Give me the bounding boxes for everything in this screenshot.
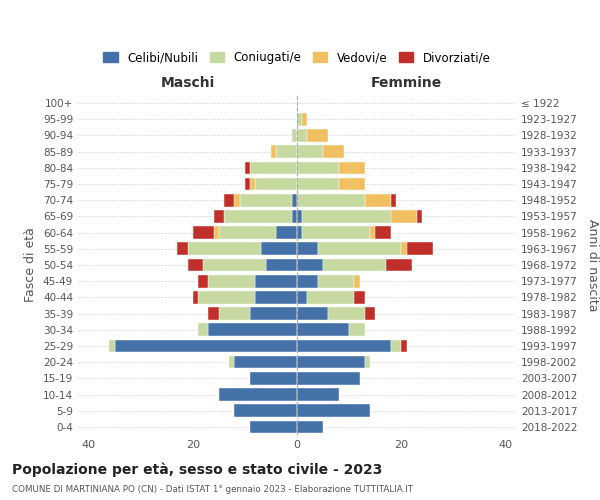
Bar xyxy=(271,146,276,158)
Bar xyxy=(323,146,344,158)
Y-axis label: Fasce di età: Fasce di età xyxy=(25,228,37,302)
Bar xyxy=(297,356,365,368)
Bar xyxy=(297,372,359,384)
Bar xyxy=(208,308,219,320)
Bar xyxy=(297,226,302,239)
Bar xyxy=(219,226,276,239)
Bar xyxy=(391,340,401,352)
Bar xyxy=(407,242,433,255)
Bar xyxy=(193,226,214,239)
Bar xyxy=(297,242,318,255)
Bar xyxy=(177,242,187,255)
Bar xyxy=(235,404,297,417)
Bar xyxy=(297,291,307,304)
Text: COMUNE DI MARTINIANA PO (CN) - Dati ISTAT 1° gennaio 2023 - Elaborazione TUTTITA: COMUNE DI MARTINIANA PO (CN) - Dati ISTA… xyxy=(12,485,413,494)
Bar xyxy=(235,194,239,206)
Bar xyxy=(224,210,292,222)
Bar xyxy=(245,162,250,174)
Bar xyxy=(339,162,365,174)
Bar xyxy=(245,178,250,190)
Bar xyxy=(297,113,302,126)
Bar xyxy=(401,242,407,255)
Bar xyxy=(318,275,355,287)
Bar xyxy=(297,194,365,206)
Bar xyxy=(266,258,297,272)
Bar xyxy=(307,129,328,142)
Bar xyxy=(198,275,208,287)
Bar xyxy=(255,291,297,304)
Bar xyxy=(235,356,297,368)
Bar xyxy=(255,178,297,190)
Bar xyxy=(250,372,297,384)
Y-axis label: Anni di nascita: Anni di nascita xyxy=(586,219,599,311)
Bar xyxy=(250,308,297,320)
Text: Popolazione per età, sesso e stato civile - 2023: Popolazione per età, sesso e stato civil… xyxy=(12,462,382,477)
Bar xyxy=(239,194,292,206)
Bar xyxy=(292,194,297,206)
Bar xyxy=(323,258,386,272)
Bar xyxy=(297,210,302,222)
Bar xyxy=(297,388,339,401)
Bar xyxy=(297,275,318,287)
Bar xyxy=(203,258,266,272)
Bar xyxy=(302,113,307,126)
Bar xyxy=(224,194,235,206)
Bar xyxy=(115,340,297,352)
Bar xyxy=(417,210,422,222)
Bar xyxy=(276,226,297,239)
Bar xyxy=(370,226,375,239)
Bar xyxy=(365,308,375,320)
Bar xyxy=(297,404,370,417)
Bar xyxy=(318,242,401,255)
Bar xyxy=(193,291,198,304)
Bar xyxy=(187,258,203,272)
Bar xyxy=(260,242,297,255)
Bar xyxy=(250,420,297,433)
Bar xyxy=(109,340,115,352)
Bar xyxy=(297,308,328,320)
Bar xyxy=(255,275,297,287)
Bar xyxy=(250,178,255,190)
Bar xyxy=(297,146,323,158)
Bar xyxy=(292,210,297,222)
Bar xyxy=(208,324,297,336)
Bar xyxy=(386,258,412,272)
Bar xyxy=(302,210,391,222)
Bar xyxy=(328,308,365,320)
Bar xyxy=(297,162,339,174)
Bar xyxy=(219,308,250,320)
Bar xyxy=(297,340,391,352)
Bar xyxy=(339,178,365,190)
Bar xyxy=(297,129,307,142)
Bar xyxy=(297,258,323,272)
Bar xyxy=(276,146,297,158)
Text: Femmine: Femmine xyxy=(371,76,442,90)
Bar xyxy=(292,129,297,142)
Bar xyxy=(355,275,359,287)
Bar xyxy=(365,356,370,368)
Bar xyxy=(307,291,355,304)
Bar xyxy=(401,340,407,352)
Bar xyxy=(349,324,365,336)
Bar xyxy=(297,324,349,336)
Bar xyxy=(391,210,417,222)
Bar xyxy=(187,242,260,255)
Bar xyxy=(375,226,391,239)
Bar xyxy=(250,162,297,174)
Bar xyxy=(198,291,255,304)
Bar xyxy=(355,291,365,304)
Bar xyxy=(297,420,323,433)
Bar xyxy=(297,178,339,190)
Bar xyxy=(208,275,255,287)
Bar xyxy=(214,210,224,222)
Bar xyxy=(302,226,370,239)
Bar xyxy=(229,356,235,368)
Bar xyxy=(365,194,391,206)
Bar xyxy=(214,226,219,239)
Bar xyxy=(198,324,208,336)
Legend: Celibi/Nubili, Coniugati/e, Vedovi/e, Divorziati/e: Celibi/Nubili, Coniugati/e, Vedovi/e, Di… xyxy=(98,46,496,69)
Text: Maschi: Maschi xyxy=(160,76,215,90)
Bar xyxy=(391,194,396,206)
Bar xyxy=(219,388,297,401)
